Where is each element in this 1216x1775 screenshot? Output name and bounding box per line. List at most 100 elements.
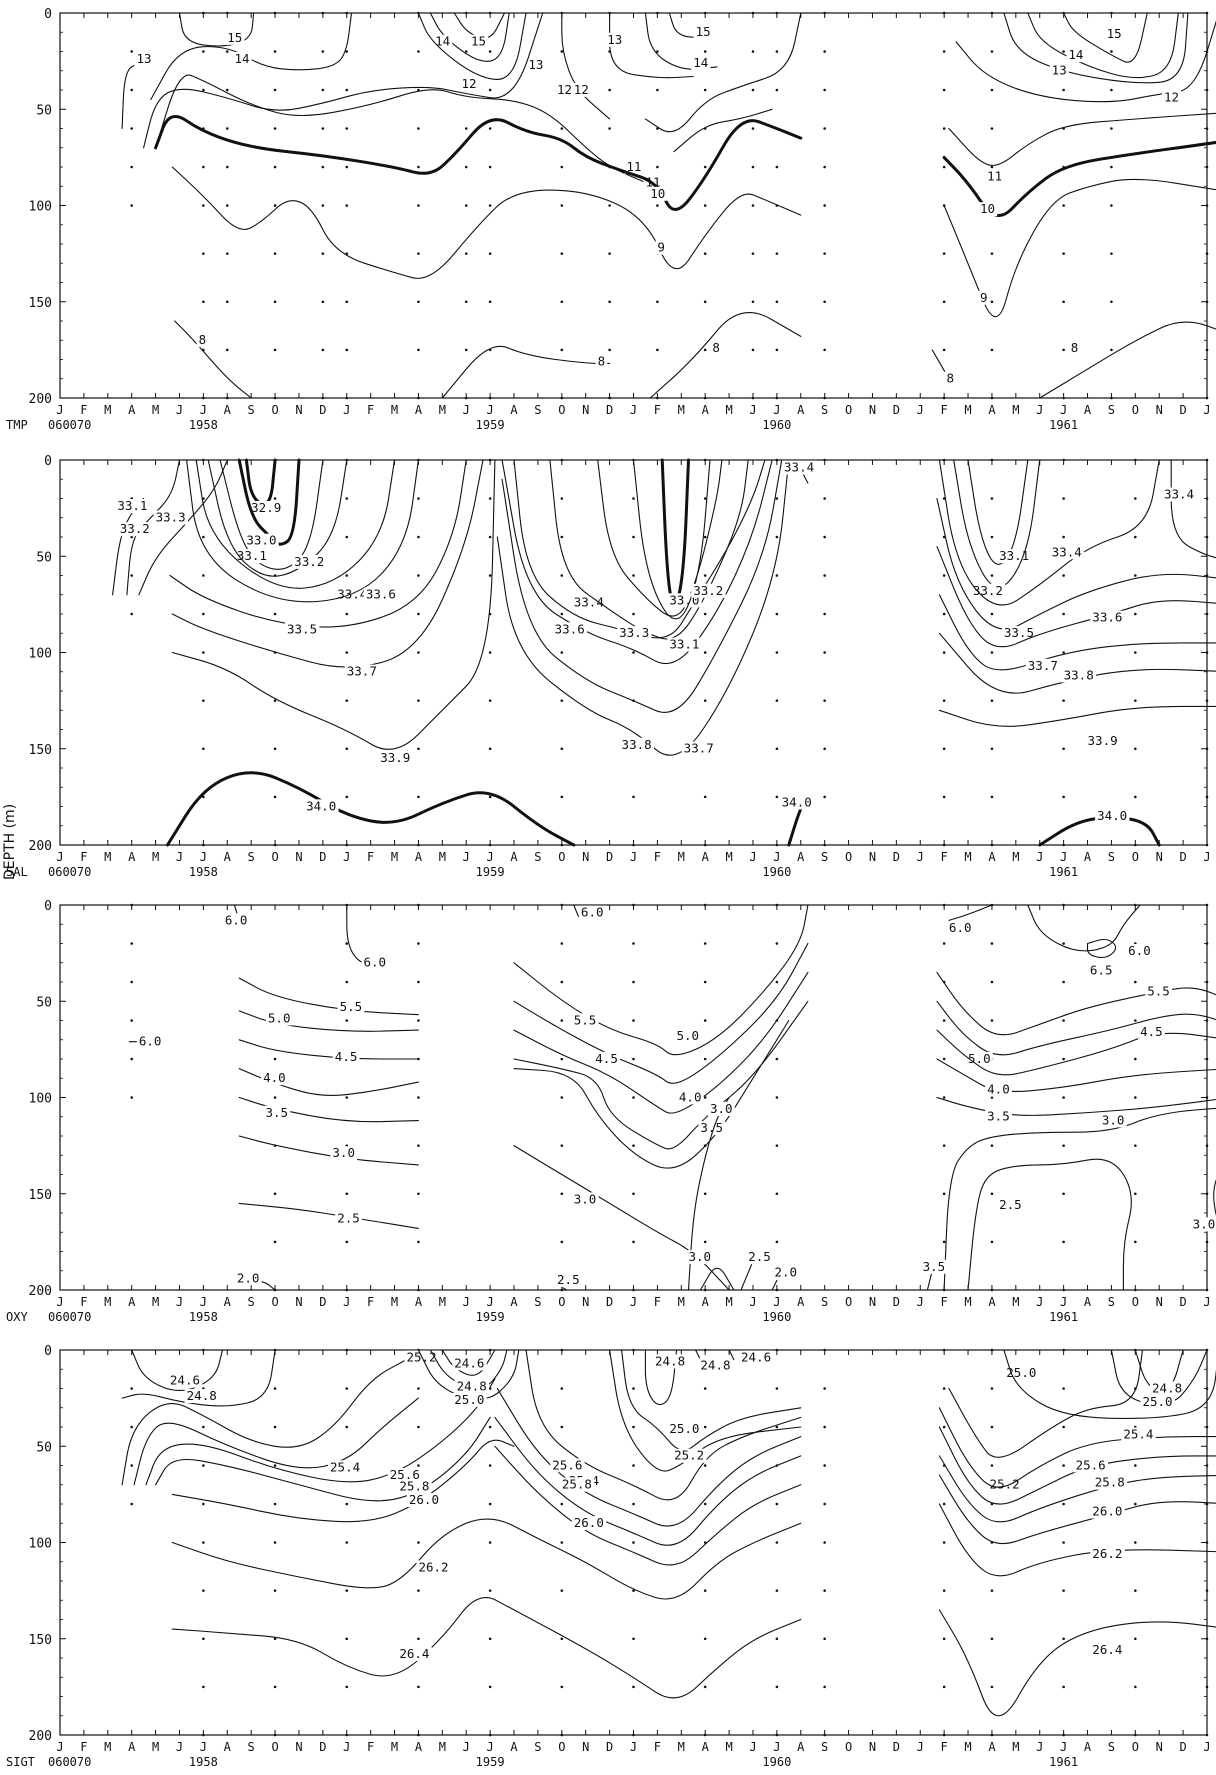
sample-point	[990, 612, 994, 616]
sample-point	[130, 903, 133, 907]
sample-point	[656, 165, 659, 169]
sample-point	[823, 574, 826, 577]
sample-point	[202, 574, 205, 577]
month-label: D	[893, 1740, 900, 1754]
year-label: 1961	[1049, 418, 1078, 432]
sample-point	[488, 165, 492, 169]
sample-point	[775, 165, 779, 169]
sample-point	[990, 497, 994, 500]
sample-point	[1110, 50, 1113, 53]
contour-label: 6.0	[581, 905, 604, 920]
month-label: J	[463, 1295, 470, 1309]
sample-point	[751, 11, 755, 15]
sample-point	[345, 348, 349, 352]
month-label: M	[152, 403, 159, 417]
sample-point	[1205, 612, 1209, 616]
month-label: D	[606, 1295, 613, 1309]
sample-point	[1205, 1502, 1209, 1506]
contour-line-33-9	[171, 459, 496, 750]
contour-label-bg	[571, 1192, 599, 1207]
month-label: A	[224, 850, 232, 864]
sample-point	[1062, 795, 1065, 799]
sample-point	[703, 651, 707, 654]
sample-point	[1062, 204, 1065, 207]
month-label: M	[725, 1740, 732, 1754]
sample-point	[990, 699, 994, 702]
sample-point	[273, 1637, 277, 1641]
sample-point	[775, 1348, 779, 1352]
contour-label: 9	[657, 240, 665, 255]
sample-point	[1205, 1637, 1209, 1641]
sample-point	[560, 574, 564, 577]
contour-label-bg	[416, 1560, 451, 1575]
sample-point	[942, 1541, 946, 1544]
sample-point	[321, 88, 325, 92]
contour-label-bg	[361, 955, 389, 970]
sample-point	[1205, 574, 1209, 577]
sample-point	[130, 1096, 133, 1099]
contour-line-4-5	[513, 971, 809, 1114]
station-id: 060070	[48, 418, 91, 432]
month-label: J	[463, 850, 470, 864]
sample-point	[1134, 980, 1137, 984]
contour-line-14	[429, 12, 510, 62]
month-label: J	[1060, 1295, 1067, 1309]
month-label: J	[1060, 403, 1067, 417]
contour-label: 4.5	[1140, 1024, 1163, 1039]
sample-point	[1062, 88, 1065, 92]
sample-point	[942, 903, 946, 907]
month-label: F	[80, 1740, 87, 1754]
y-tick-label: 100	[29, 200, 52, 215]
sample-point	[823, 843, 826, 847]
contour-label: 33.9	[1088, 733, 1118, 748]
month-label: M	[725, 1295, 732, 1309]
sample-point	[1205, 1541, 1209, 1544]
contour-label-bg	[977, 202, 998, 217]
month-label: J	[176, 850, 183, 864]
contour-label-bg	[648, 186, 668, 201]
sample-point	[703, 497, 707, 500]
month-label: J	[200, 850, 207, 864]
month-label: J	[487, 850, 494, 864]
month-label: S	[248, 1295, 255, 1309]
month-label: J	[749, 850, 756, 864]
sample-point	[703, 1240, 707, 1244]
contour-label: 2.5	[557, 1272, 580, 1287]
month-label: J	[917, 850, 924, 864]
sample-point	[703, 1057, 707, 1061]
contour-line-11	[948, 112, 1216, 166]
contour-label-bg	[559, 1477, 595, 1492]
sample-point	[608, 252, 611, 255]
month-label: O	[271, 1295, 278, 1309]
sample-point	[942, 458, 946, 462]
contour-label-bg	[1025, 658, 1061, 673]
sample-point	[703, 1192, 707, 1196]
sample-point	[823, 252, 826, 255]
sample-point	[656, 50, 659, 53]
sample-point	[990, 535, 994, 539]
month-label: N	[1156, 1740, 1163, 1754]
contour-label: 33.5	[1004, 625, 1034, 640]
sample-point	[608, 127, 611, 130]
sample-point	[345, 396, 349, 400]
sample-point	[1134, 651, 1137, 654]
sample-point	[560, 1288, 564, 1292]
contour-label-bg	[1092, 1475, 1128, 1490]
sample-point	[990, 1425, 994, 1429]
contour-line-33-1	[967, 459, 1029, 565]
sample-point	[273, 88, 277, 92]
month-label: D	[1179, 850, 1186, 864]
contour-label-bg	[263, 1105, 291, 1120]
contour-line-33-6	[501, 459, 773, 665]
sample-point	[488, 1348, 492, 1352]
month-label: O	[558, 850, 565, 864]
month-label: J	[773, 1740, 780, 1754]
panel-frame	[59, 12, 1208, 399]
sample-point	[1205, 1057, 1209, 1061]
y-tick-label: 50	[36, 1440, 52, 1455]
sample-point	[1205, 699, 1209, 702]
month-label: S	[821, 1295, 828, 1309]
sample-point	[202, 612, 205, 616]
sample-point	[632, 1685, 635, 1689]
sample-point	[417, 903, 420, 907]
